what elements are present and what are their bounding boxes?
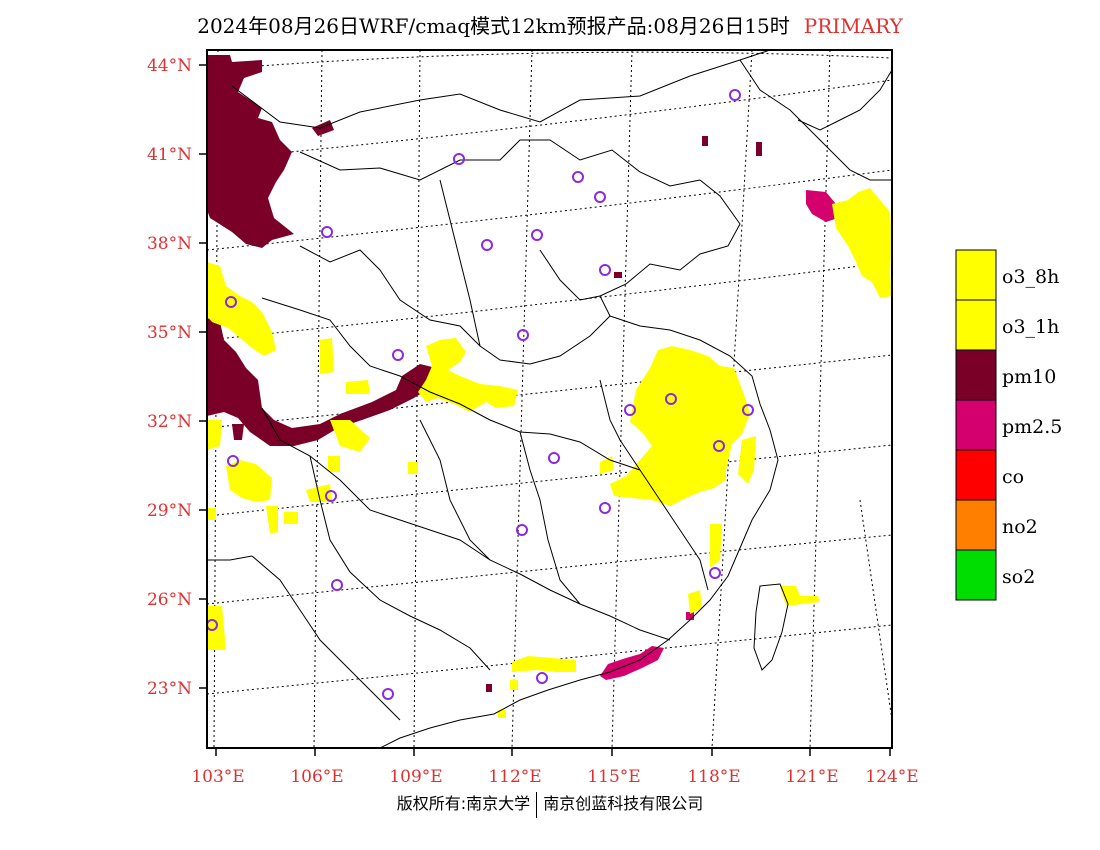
legend-swatch-pm25 xyxy=(955,399,997,451)
map-title: 2024年08月26日WRF/cmaq模式12km预报产品:08月26日15时 P… xyxy=(0,10,1100,39)
lon-label: 106°E xyxy=(290,767,343,787)
graticule xyxy=(207,50,892,748)
lon-label: 124°E xyxy=(865,767,918,787)
legend-swatch-pm10 xyxy=(955,349,997,401)
legend-label: o3_1h xyxy=(1002,316,1059,338)
legend-label: so2 xyxy=(1002,566,1035,588)
lat-label: 44°N xyxy=(147,56,192,76)
lon-label: 109°E xyxy=(389,767,442,787)
map-frame xyxy=(206,49,893,749)
lat-label: 41°N xyxy=(147,145,192,165)
legend: o3_8h o3_1h pm10 pm2.5 co no2 so2 xyxy=(955,249,1062,601)
legend-label: co xyxy=(1002,466,1024,488)
footer-left: 版权所有:南京大学 xyxy=(396,794,531,813)
lat-label: 29°N xyxy=(147,501,192,521)
lon-label: 121°E xyxy=(785,767,838,787)
legend-label: pm10 xyxy=(1002,366,1056,388)
axis-ticks xyxy=(199,64,891,756)
legend-swatch-o3-8h xyxy=(955,249,997,301)
lat-label: 35°N xyxy=(147,323,192,343)
footer-right: 南京创蓝科技有限公司 xyxy=(543,794,704,813)
map-area xyxy=(207,50,892,748)
lon-label: 112°E xyxy=(488,767,541,787)
title-primary-tag: PRIMARY xyxy=(803,14,903,38)
legend-label: pm2.5 xyxy=(1002,416,1062,438)
lat-label: 38°N xyxy=(147,234,192,254)
legend-label: o3_8h xyxy=(1002,266,1059,288)
boundaries xyxy=(207,50,892,748)
copyright-footer: 版权所有:南京大学 南京创蓝科技有限公司 xyxy=(0,790,1100,818)
lon-label: 118°E xyxy=(687,767,740,787)
lat-label: 26°N xyxy=(147,590,192,610)
legend-swatch-o3-1h xyxy=(955,299,997,351)
lat-labels: 44°N 41°N 38°N 35°N 32°N 29°N 26°N 23°N xyxy=(147,56,192,699)
lon-label: 103°E xyxy=(191,767,244,787)
title-main: 2024年08月26日WRF/cmaq模式12km预报产品:08月26日15时 xyxy=(197,14,790,38)
o3-areas xyxy=(207,188,892,718)
legend-label: no2 xyxy=(1002,516,1038,538)
legend-swatch-no2 xyxy=(955,499,997,551)
lon-label: 115°E xyxy=(587,767,640,787)
legend-swatch-co xyxy=(955,449,997,501)
city-markers xyxy=(207,89,754,700)
lon-labels: 103°E 106°E 109°E 112°E 115°E 118°E 121°… xyxy=(191,767,918,787)
lat-label: 23°N xyxy=(147,679,192,699)
legend-swatch-so2 xyxy=(955,549,997,601)
lat-label: 32°N xyxy=(147,412,192,432)
footer-separator xyxy=(536,791,538,818)
